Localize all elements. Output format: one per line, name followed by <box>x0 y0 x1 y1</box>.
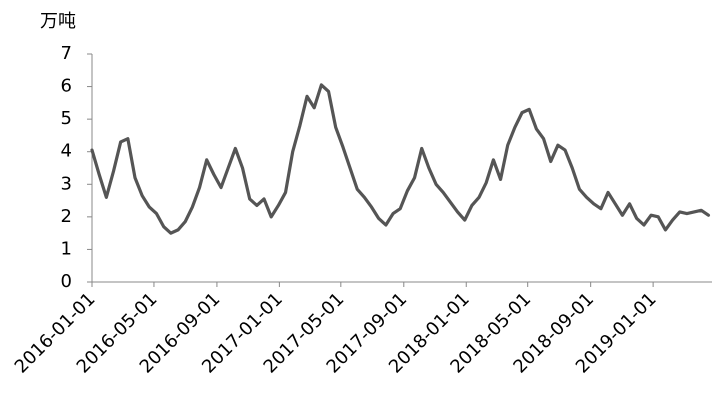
y-tick-label: 4 <box>61 141 72 162</box>
y-tick-label: 6 <box>61 76 72 97</box>
y-tick-label: 7 <box>61 43 72 64</box>
y-tick-label: 5 <box>61 108 72 129</box>
y-tick-label: 1 <box>61 238 72 259</box>
data-line <box>90 83 711 235</box>
y-axis-label: 万吨 <box>40 11 76 32</box>
y-tick-label: 0 <box>61 271 72 292</box>
y-tick-label: 2 <box>61 206 72 227</box>
y-tick-label: 3 <box>61 173 72 194</box>
